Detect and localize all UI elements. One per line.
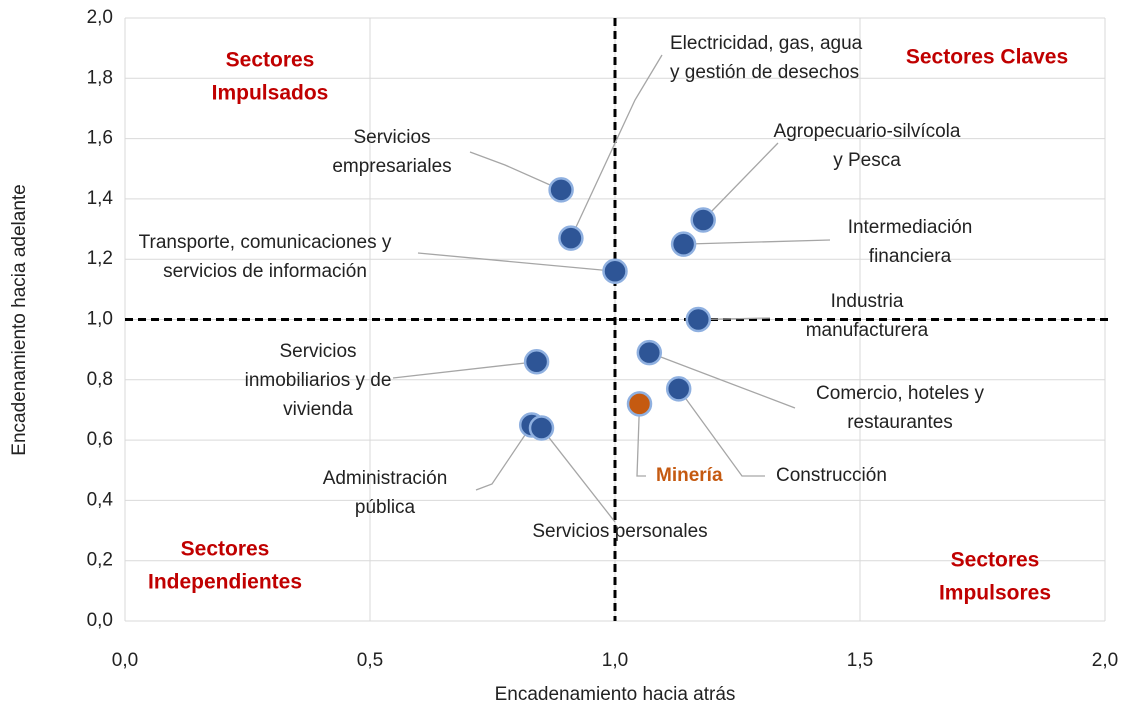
point [626,391,653,417]
leader-line [570,54,663,239]
point-label: manufacturera [806,320,929,341]
y-tick-label: 0,8 [87,369,113,390]
point-label: Servicios [279,341,356,362]
point [558,225,584,251]
point-label: empresariales [332,156,451,177]
quadrant-label: Sectores [951,549,1040,572]
leader-line [649,352,796,409]
point [548,177,574,203]
point [665,376,692,402]
x-tick-label: 0,5 [357,650,383,671]
y-tick-label: 1,0 [87,309,113,330]
point-label: Servicios personales [532,521,707,542]
point [670,231,697,257]
point [528,415,555,441]
leader-line [702,142,779,221]
quadrant-label: Independientes [148,571,302,594]
point-label: restaurantes [847,412,953,433]
leader-line [636,403,646,477]
y-axis-title: Encadenamiento hacia adelante [9,184,30,455]
quadrant-label: Impulsados [212,82,329,105]
x-tick-label: 0,0 [112,650,138,671]
leader-line [392,361,537,379]
point [523,348,550,375]
y-tick-label: 1,6 [87,128,113,149]
x-axis-title: Encadenamiento hacia atrás [495,684,736,705]
leader-line [540,427,616,523]
point-label: pública [355,497,416,518]
point-label: Agropecuario-silvícola [774,121,961,142]
y-tick-label: 1,2 [87,248,113,269]
point-label: y Pesca [833,150,901,171]
leader-line [417,252,616,272]
point-label: Industria [831,291,904,312]
point-label: Minería [656,465,723,486]
y-tick-label: 1,8 [87,67,113,88]
quadrant-label: Sectores [181,538,270,561]
x-tick-label: 1,5 [847,650,873,671]
point [602,258,628,285]
y-tick-label: 0,0 [87,610,113,631]
leader-line [683,239,831,245]
point-label: Administración [323,468,448,489]
point [685,306,712,333]
point-label: vivienda [283,399,353,420]
leader-line [469,151,562,191]
x-tick-label: 1,0 [602,650,628,671]
leader-line [678,388,765,477]
x-tick-label: 2,0 [1092,650,1118,671]
y-tick-label: 1,4 [87,188,114,209]
quadrant-label: Sectores [226,49,315,72]
point-label: y gestión de desechos [670,62,859,83]
point-label: Comercio, hoteles y [816,383,984,404]
y-tick-label: 0,4 [87,489,114,510]
point-label: Intermediación [848,217,973,238]
point-label: Transporte, comunicaciones y [139,232,392,253]
point [690,207,716,233]
point [636,339,663,366]
y-tick-label: 0,2 [87,550,113,571]
point-label: inmobiliarios y de [245,370,392,391]
point-label: Servicios [353,127,430,148]
y-tick-label: 2,0 [87,7,113,28]
point-label: Construcción [776,465,887,486]
quadrant-label: Sectores Claves [906,46,1068,69]
point-label: servicios de información [163,261,367,282]
leader-line [475,424,533,491]
y-tick-label: 0,6 [87,429,113,450]
point-label: Electricidad, gas, agua [670,33,863,54]
point-label: financiera [869,246,952,267]
quadrant-label: Impulsores [939,582,1051,605]
